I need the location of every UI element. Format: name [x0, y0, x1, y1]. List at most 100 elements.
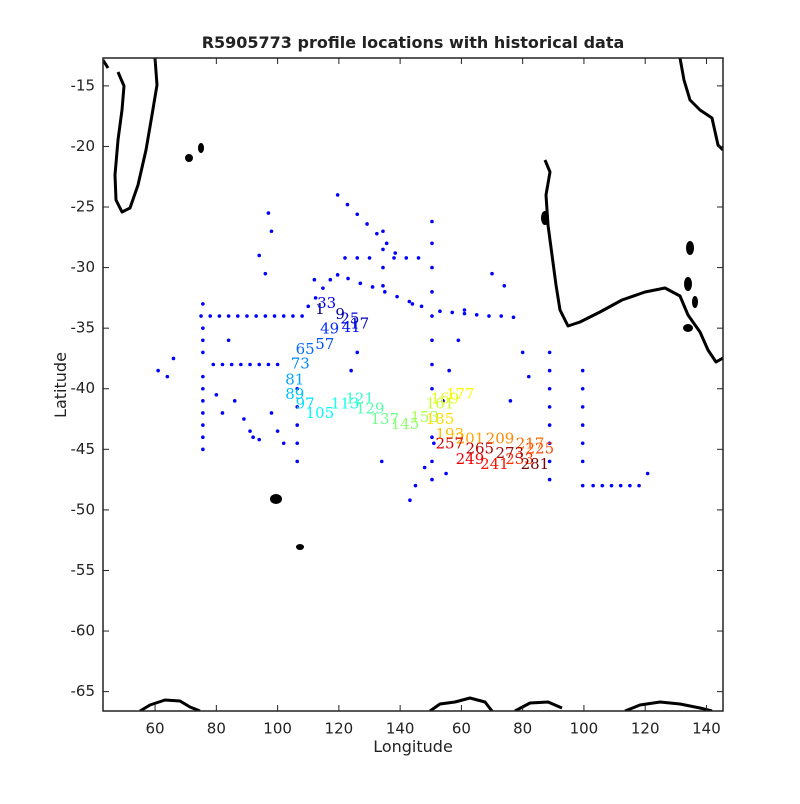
- historical-point: [419, 304, 424, 309]
- historical-point: [413, 483, 418, 488]
- historical-point: [422, 465, 427, 470]
- historical-point: [547, 423, 552, 427]
- historical-point: [349, 368, 353, 373]
- historical-point: [306, 304, 311, 309]
- historical-point: [438, 309, 442, 314]
- historical-point: [355, 212, 360, 217]
- historical-point: [511, 315, 516, 320]
- historical-point: [201, 350, 205, 355]
- historical-point: [410, 302, 415, 306]
- historical-point: [343, 256, 347, 260]
- historical-point: [226, 314, 231, 318]
- profile-label: 129: [356, 399, 385, 417]
- historical-point: [263, 314, 268, 318]
- historical-point: [272, 314, 277, 318]
- y-tick-label: -15: [71, 76, 96, 94]
- historical-point: [269, 229, 274, 234]
- historical-point: [580, 386, 585, 391]
- profile-label: 177: [446, 385, 475, 403]
- historical-point: [232, 399, 237, 403]
- historical-point: [432, 441, 436, 446]
- historical-point: [381, 265, 385, 270]
- profile-label: 65: [296, 340, 315, 358]
- historical-point: [257, 253, 262, 258]
- historical-point: [490, 271, 494, 276]
- historical-point: [201, 423, 205, 427]
- historical-point: [547, 441, 552, 446]
- historical-point: [291, 314, 295, 318]
- historical-point: [266, 211, 271, 215]
- marks: 1 917253341495765738189971051131211291371…: [156, 193, 650, 502]
- historical-point: [447, 368, 451, 373]
- historical-point: [156, 368, 160, 373]
- profile-label: 169: [431, 390, 460, 408]
- historical-point: [263, 271, 268, 276]
- historical-point: [335, 193, 340, 197]
- island: [541, 211, 549, 225]
- y-axis-label: Latitude: [51, 352, 70, 418]
- historical-point: [508, 399, 513, 403]
- profile-label: 153: [410, 408, 439, 426]
- historical-point: [462, 311, 467, 316]
- historical-point: [295, 423, 300, 427]
- profile-label: 81: [285, 370, 304, 388]
- profile-label: 57: [315, 335, 334, 353]
- historical-point: [408, 498, 412, 502]
- historical-point: [430, 338, 434, 343]
- historical-point: [171, 356, 176, 361]
- historical-point: [300, 314, 304, 318]
- island: [270, 494, 282, 504]
- historical-point: [416, 256, 421, 260]
- coastline: [103, 59, 110, 69]
- historical-point: [295, 441, 300, 446]
- y-tick-label: -60: [71, 622, 96, 640]
- coastline: [139, 698, 201, 711]
- coastline: [624, 700, 713, 711]
- historical-point: [637, 483, 641, 488]
- x-tick-label: 60: [146, 720, 165, 738]
- historical-point: [201, 399, 205, 403]
- historical-point: [321, 286, 325, 290]
- x-tick-label: 80: [513, 720, 532, 738]
- historical-point: [430, 219, 434, 224]
- historical-point: [257, 437, 262, 442]
- historical-point: [502, 283, 507, 288]
- historical-point: [618, 483, 623, 488]
- x-tick-label: 140: [386, 720, 415, 738]
- historical-point: [242, 417, 246, 421]
- historical-point: [254, 314, 258, 318]
- x-tick-label: 120: [631, 720, 660, 738]
- historical-point: [580, 441, 585, 446]
- historical-point: [214, 392, 219, 397]
- historical-point: [328, 277, 333, 282]
- historical-point: [580, 368, 585, 373]
- historical-point: [269, 411, 274, 415]
- island: [296, 544, 304, 550]
- historical-point: [335, 273, 340, 277]
- historical-point: [609, 483, 614, 488]
- historical-point: [220, 411, 225, 415]
- profile-label: 137: [370, 410, 399, 428]
- historical-point: [201, 302, 205, 306]
- profile-label: 161: [426, 394, 455, 412]
- historical-point: [220, 362, 225, 367]
- historical-point: [499, 314, 504, 318]
- historical-point: [199, 314, 203, 318]
- profile-label: 33: [317, 294, 336, 312]
- historical-point: [257, 362, 262, 367]
- historical-point: [201, 374, 205, 379]
- y-tick-label: -30: [71, 258, 96, 276]
- x-tick-label: 140: [692, 720, 721, 738]
- historical-point: [526, 374, 531, 379]
- historical-point: [355, 256, 360, 260]
- historical-point: [547, 350, 552, 355]
- historical-point: [580, 423, 585, 427]
- historical-point: [444, 471, 448, 476]
- historical-point: [384, 241, 389, 246]
- profile-label: 201: [456, 430, 485, 448]
- historical-point: [295, 459, 300, 464]
- profile-label: 25: [340, 310, 359, 328]
- historical-point: [456, 338, 461, 343]
- profile-label: 41: [342, 318, 361, 336]
